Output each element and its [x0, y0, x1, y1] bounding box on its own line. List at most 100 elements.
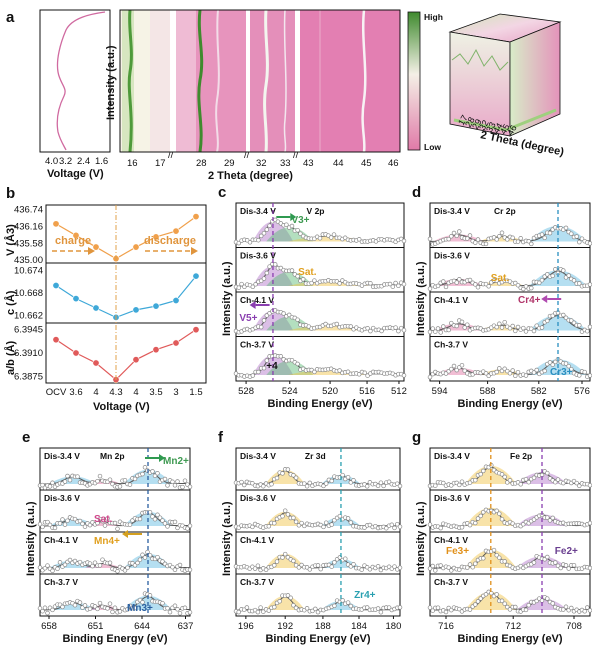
- xps-data-point: [451, 363, 457, 369]
- xps-data-point: [454, 280, 459, 285]
- xps-data-point: [451, 230, 457, 236]
- xps-data-point: [112, 520, 118, 526]
- xps-data-point: [587, 324, 592, 330]
- xps-data-point: [518, 482, 523, 487]
- xps-x-tick: 708: [566, 621, 582, 632]
- xps-row-label: Dis-3.4 V: [240, 451, 276, 461]
- charge-label: charge: [55, 235, 91, 247]
- xps-data-point: [140, 552, 145, 558]
- xps-data-point: [427, 374, 433, 380]
- xps-data-point: [115, 569, 120, 574]
- xps-data-point: [494, 278, 499, 283]
- xps-data-point: [577, 239, 582, 245]
- xps-data-point: [122, 568, 128, 573]
- xps-data-point: [255, 609, 261, 615]
- xps-data-point: [261, 276, 267, 281]
- xps-data-point: [250, 284, 256, 290]
- xps-data-point: [317, 235, 323, 241]
- xps-data-point: [157, 515, 163, 520]
- xps-data-point: [446, 565, 451, 570]
- xps-data-point: [105, 516, 110, 521]
- xps-data-point: [177, 562, 183, 568]
- xps-data-point: [481, 556, 486, 561]
- xps-data-point: [37, 521, 43, 527]
- xps-data-point: [261, 318, 267, 323]
- xps-data-point: [430, 563, 435, 569]
- xps-data-point: [175, 479, 180, 484]
- xps-data-point: [356, 372, 362, 377]
- xps-data-point: [427, 566, 433, 571]
- xps-data-point: [566, 566, 571, 571]
- xps-data-point: [457, 482, 462, 488]
- xps-data-point: [256, 369, 261, 375]
- xps-data-point: [57, 521, 63, 526]
- xps-annotation: Mn2+: [163, 456, 189, 467]
- xps-data-point: [291, 603, 296, 608]
- xps-data-point: [497, 511, 502, 516]
- xps-data-point: [459, 525, 465, 530]
- panel-label-f: f: [218, 429, 224, 446]
- xps-data-point: [459, 479, 465, 484]
- xps-data-point: [345, 474, 351, 480]
- voltage-curve: [56, 11, 106, 151]
- b-y-tick: 435.58: [14, 238, 43, 249]
- xps-x-tick: 188: [315, 621, 331, 632]
- svg-text:44: 44: [491, 121, 505, 135]
- xps-data-point: [467, 522, 473, 528]
- xps-data-point: [446, 327, 451, 333]
- xps-data-point: [135, 560, 140, 566]
- xps-data-point: [587, 282, 592, 287]
- xps-data-point: [555, 477, 561, 482]
- xps-data-point: [561, 312, 566, 318]
- xps-data-point: [539, 277, 545, 283]
- xps-data-point: [378, 609, 384, 615]
- xps-data-point: [433, 329, 438, 334]
- theta-tick: 45: [361, 158, 372, 169]
- xps-data-point: [375, 564, 381, 569]
- xps-data-point: [172, 567, 178, 573]
- b-x-tick: OCV: [46, 387, 67, 398]
- colorbar-gradient: [407, 11, 421, 151]
- b-y-tick: 436.16: [14, 221, 43, 232]
- xps-data-point: [547, 518, 553, 523]
- xps-data-point: [298, 231, 303, 236]
- xps-data-point: [331, 232, 337, 237]
- xps-data-point: [52, 525, 58, 531]
- xps-data-point: [561, 268, 566, 273]
- xps-data-point: [507, 607, 513, 612]
- xps-data-point: [378, 480, 384, 485]
- xps-data-point: [280, 471, 285, 476]
- xps-data-point: [267, 223, 272, 228]
- xps-data-point: [386, 605, 392, 610]
- xps-data-point: [497, 321, 502, 327]
- xps-data-point: [454, 323, 459, 329]
- xps-data-point: [449, 607, 454, 613]
- xps-row-label: Dis-3.6 V: [240, 251, 276, 261]
- xps-data-point: [182, 478, 188, 483]
- xps-data-point: [117, 484, 123, 489]
- xps-data-point: [132, 476, 138, 482]
- xps-data-point: [368, 328, 373, 334]
- xps-x-axis-label: Binding Energy (eV): [265, 633, 370, 645]
- xps-data-point: [367, 567, 373, 572]
- cube-axis-ticks: 17 28 29 32 33 44 45 46: [456, 113, 519, 137]
- panel-label-c: c: [218, 184, 226, 201]
- xps-data-point: [494, 237, 499, 242]
- xps-data-point: [72, 516, 78, 522]
- b-x-tick: 3: [173, 387, 178, 398]
- xps-data-point: [253, 282, 258, 287]
- xps-data-point: [443, 609, 449, 615]
- xps-data-point: [537, 280, 542, 286]
- xps-data-point: [401, 327, 407, 333]
- xps-data-point: [392, 564, 397, 569]
- b-data-point: [52, 220, 60, 228]
- xps-data-point: [272, 520, 277, 526]
- xps-data-point: [438, 563, 443, 568]
- xps-data-point: [563, 361, 569, 366]
- xps-x-tick: 524: [282, 386, 298, 397]
- xps-fit-peak: [465, 465, 517, 484]
- xps-x-tick: 516: [359, 386, 375, 397]
- xps-data-point: [286, 312, 292, 318]
- theta-tick: 43: [303, 158, 314, 169]
- xps-row-label: Ch-3.7 V: [44, 577, 78, 587]
